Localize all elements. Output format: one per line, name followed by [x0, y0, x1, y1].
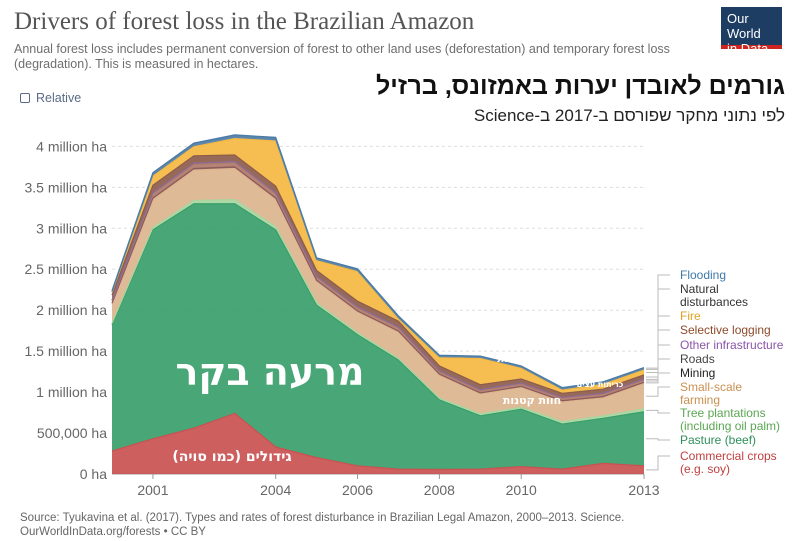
area-pasture[interactable]: [112, 203, 644, 470]
series-line-pasture: [111, 203, 645, 425]
hebrew-title: גורמים לאובדן יערות באמזונס, ברזיל: [376, 72, 785, 100]
logo-line-2: in Data: [727, 41, 769, 56]
legend-roads[interactable]: Roads: [680, 352, 715, 366]
legend-natural-disturbances[interactable]: Natural disturbances: [680, 282, 748, 309]
area-commercial-crops[interactable]: [112, 413, 644, 474]
y-tick-label: 500,000 ha: [37, 425, 107, 441]
hebrew-subtitle: לפי נתוני מחקר שפורסם ב-2017 ב-Science: [473, 106, 785, 125]
owid-logo[interactable]: Our World in Data: [721, 7, 782, 56]
area-selective-logging[interactable]: [112, 154, 644, 398]
y-tick-label: 1.5 million ha: [25, 343, 108, 359]
series-line-tree-plantations: [111, 199, 645, 423]
relative-toggle-label: Relative: [36, 91, 82, 105]
area-roads[interactable]: [112, 162, 644, 401]
annotation-fire: שריפות: [497, 354, 531, 365]
y-tick-label: 2 million ha: [36, 302, 107, 318]
legend-connector: [646, 372, 670, 384]
checkbox-icon: [20, 92, 30, 103]
annotation-crops: גידולים (כמו סויה): [172, 449, 291, 465]
legend-other-infrastructure[interactable]: Other infrastructure: [680, 338, 784, 352]
series-line-roads: [111, 162, 645, 399]
y-tick-label: 0 ha: [80, 466, 107, 482]
series-line-commercial-crops: [111, 412, 645, 471]
legend-connector: [646, 386, 670, 397]
source-note: Source: Tyukavina et al. (2017). Types a…: [20, 511, 624, 539]
legend-pasture[interactable]: Pasture (beef): [680, 433, 756, 447]
legend-connector: [646, 358, 670, 382]
x-tick-label: 2013: [628, 482, 659, 498]
y-tick-label: 3 million ha: [36, 220, 107, 236]
relative-toggle[interactable]: Relative: [20, 91, 81, 105]
legend-fire[interactable]: Fire: [680, 309, 701, 323]
series-line-flooding: [111, 134, 645, 389]
series-line-other-infrastructure: [111, 160, 645, 399]
legend-connector: [646, 438, 670, 441]
x-tick-label: 2004: [260, 482, 291, 498]
series-line-mining: [111, 166, 645, 402]
x-tick-label: 2008: [424, 482, 455, 498]
area-small-scale-farming[interactable]: [112, 168, 644, 422]
legend-small-scale-farming[interactable]: Small-scale farming: [680, 380, 742, 407]
legend-mining[interactable]: Mining: [680, 366, 715, 380]
logo-line-1: Our World: [727, 11, 761, 41]
x-tick-label: 2010: [506, 482, 537, 498]
legend-commercial-crops[interactable]: Commercial crops (e.g. soy): [680, 449, 777, 476]
series-line-small-scale-farming: [111, 167, 645, 403]
source-line-2: OurWorldInData.org/forests • CC BY: [20, 526, 206, 538]
legend-flooding[interactable]: Flooding: [680, 268, 726, 282]
y-tick-label: 4 million ha: [36, 138, 107, 154]
series-line-fire: [111, 137, 645, 391]
y-tick-label: 2.5 million ha: [25, 261, 108, 277]
annotation-small-farming: חוות קטנות: [503, 394, 561, 407]
chart-subtitle: Annual forest loss includes permanent co…: [14, 42, 670, 71]
series-line-natural-disturbances: [111, 136, 645, 390]
legend-connector: [646, 409, 670, 414]
source-line-1: Source: Tyukavina et al. (2017). Types a…: [20, 512, 625, 524]
annotation-logging: כריתות עצים: [577, 380, 624, 389]
annotation-pasture: מרעה בקר: [175, 350, 364, 394]
y-tick-label: 3.5 million ha: [25, 179, 108, 195]
x-tick-label: 2006: [342, 482, 373, 498]
y-tick-label: 1 million ha: [36, 384, 107, 400]
legend-connector: [646, 455, 670, 471]
x-tick-label: 2001: [137, 482, 168, 498]
legend-selective-logging[interactable]: Selective logging: [680, 323, 771, 337]
chart-title: Drivers of forest loss in the Brazilian …: [14, 8, 475, 35]
legend-tree-plantations[interactable]: Tree plantations (including oil palm): [680, 406, 780, 433]
series-line-selective-logging: [111, 154, 645, 394]
